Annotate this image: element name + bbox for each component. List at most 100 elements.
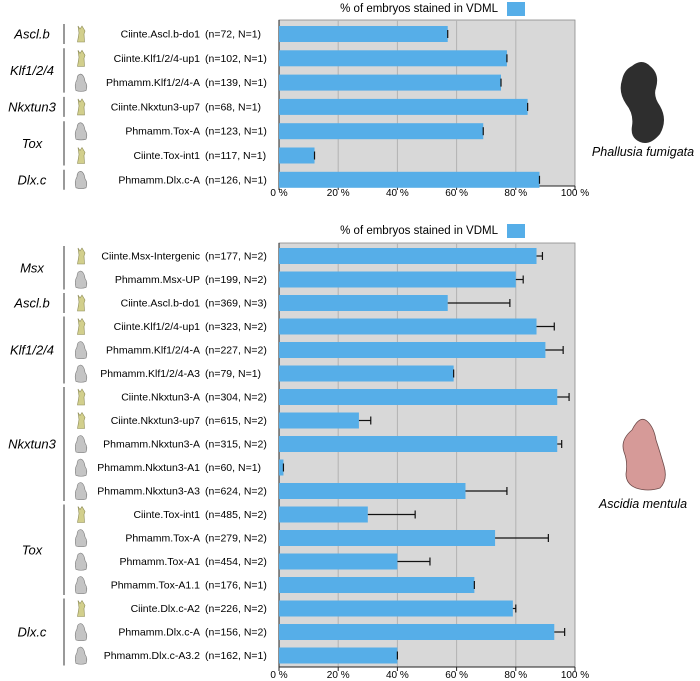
bar — [279, 342, 546, 358]
sample-size-label: (n=72, N=1) — [205, 29, 261, 41]
phallusia-embryo-icon — [74, 646, 88, 665]
phallusia-embryo-icon — [74, 435, 88, 454]
bar — [279, 459, 284, 476]
bar — [279, 365, 454, 382]
bar — [279, 483, 466, 499]
ciona-embryo-icon — [77, 247, 86, 265]
species-label: Phallusia fumigata — [592, 145, 694, 159]
bar — [279, 647, 398, 664]
sample-size-label: (n=485, N=2) — [205, 509, 267, 521]
sample-size-label: (n=126, N=1) — [205, 174, 267, 186]
x-tick-label: 40 % — [386, 670, 409, 681]
legend-swatch — [507, 2, 525, 16]
ciona-embryo-icon — [77, 294, 86, 312]
x-tick-label: 20 % — [327, 670, 350, 681]
legend-label: % of embryos stained in VDML — [340, 3, 498, 15]
x-tick-label: 80 % — [504, 670, 527, 681]
construct-label: Phmamm.Dlx.c-A — [118, 627, 200, 639]
chart-2: 0 % 20 % 40 % 60 % 80 % 100 % % of embryos sta… — [8, 224, 687, 681]
legend-swatch — [507, 224, 525, 238]
x-tick-label: 60 % — [445, 188, 468, 199]
bar — [279, 436, 558, 452]
bar — [279, 295, 448, 311]
gene-label: Ascl.b — [13, 27, 49, 42]
phallusia-embryo-icon — [74, 529, 88, 548]
construct-label: Ciinte.Nkxtun3-up7 — [111, 415, 200, 427]
x-tick-label: 100 % — [561, 670, 589, 681]
bar — [279, 577, 475, 593]
ascidia-silhouette-icon — [622, 418, 666, 491]
chart-1: 0 % 20 % 40 % 60 % 80 % 100 % % of embryos sta… — [8, 2, 694, 199]
gene-label: Tox — [22, 542, 43, 557]
phallusia-embryo-icon — [74, 482, 88, 501]
ciona-embryo-icon — [77, 317, 86, 335]
sample-size-label: (n=315, N=2) — [205, 439, 267, 451]
bar — [279, 553, 398, 570]
sample-size-label: (n=369, N=3) — [205, 298, 267, 310]
construct-label: Phmamm.Klf1/2/4-A3 — [100, 368, 200, 380]
legend-label: % of embryos stained in VDML — [340, 225, 498, 237]
bar — [279, 271, 516, 288]
construct-label: Phmamm.Tox-A — [125, 533, 200, 545]
x-tick-label: 40 % — [386, 188, 409, 199]
bar — [279, 98, 528, 115]
sample-size-label: (n=156, N=2) — [205, 627, 267, 639]
ciona-embryo-icon — [77, 388, 86, 406]
gene-label: Klf1/2/4 — [10, 343, 54, 358]
sample-size-label: (n=117, N=1) — [205, 150, 266, 162]
bar — [279, 50, 507, 67]
phallusia-embryo-icon — [74, 552, 88, 571]
construct-label: Phmamm.Klf1/2/4-A — [106, 345, 200, 357]
sample-size-label: (n=139, N=1) — [205, 77, 267, 89]
bar — [279, 506, 368, 523]
construct-label: Ciinte.Klf1/2/4-up1 — [114, 53, 201, 65]
ciona-embryo-icon — [77, 25, 86, 43]
sample-size-label: (n=123, N=1) — [205, 126, 267, 138]
bar — [279, 147, 315, 164]
bar — [279, 530, 496, 546]
construct-label: Phmamm.Dlx.c-A — [118, 174, 200, 186]
gene-label: Msx — [20, 260, 44, 275]
bar — [279, 412, 359, 429]
phallusia-embryo-icon — [74, 623, 88, 642]
construct-label: Phmamm.Nkxtun3-A — [103, 439, 200, 451]
sample-size-label: (n=60, N=1) — [205, 462, 261, 474]
sample-size-label: (n=226, N=2) — [205, 603, 267, 615]
construct-label: Ciinte.Nkxtun3-up7 — [111, 101, 200, 113]
ciona-embryo-icon — [77, 599, 86, 617]
gene-label: Ascl.b — [13, 296, 49, 311]
gene-label: Dlx.c — [18, 172, 47, 187]
bar — [279, 248, 537, 264]
sample-size-label: (n=304, N=2) — [205, 392, 267, 404]
sample-size-label: (n=615, N=2) — [205, 415, 267, 427]
x-tick-label: 0 % — [270, 670, 287, 681]
x-tick-label: 100 % — [561, 188, 589, 199]
phallusia-silhouette-icon — [620, 62, 664, 143]
bar — [279, 600, 513, 617]
construct-label: Ciinte.Klf1/2/4-up1 — [114, 321, 201, 333]
phallusia-embryo-icon — [74, 170, 88, 189]
sample-size-label: (n=177, N=2) — [205, 251, 267, 263]
gene-label: Klf1/2/4 — [10, 63, 54, 78]
x-tick-label: 80 % — [504, 188, 527, 199]
construct-label: Ciinte.Ascl.b-do1 — [121, 29, 201, 41]
ciona-embryo-icon — [77, 98, 86, 116]
sample-size-label: (n=323, N=2) — [205, 321, 267, 333]
species-label: Ascidia mentula — [598, 497, 687, 511]
construct-label: Ciinte.Tox-int1 — [133, 150, 200, 162]
gene-label: Nkxtun3 — [8, 99, 56, 114]
gene-label: Tox — [22, 136, 43, 151]
construct-label: Phmamm.Nkxtun3-A1 — [97, 462, 200, 474]
phallusia-embryo-icon — [74, 458, 88, 477]
sample-size-label: (n=454, N=2) — [205, 556, 267, 568]
ciona-embryo-icon — [77, 505, 86, 523]
construct-label: Phmamm.Tox-A1 — [119, 556, 200, 568]
bar — [279, 171, 540, 188]
phallusia-embryo-icon — [74, 270, 88, 289]
phallusia-embryo-icon — [74, 364, 88, 383]
construct-label: Phmamm.Tox-A — [125, 126, 200, 138]
construct-label: Ciinte.Msx-Intergenic — [101, 251, 200, 263]
sample-size-label: (n=199, N=2) — [205, 274, 267, 286]
sample-size-label: (n=68, N=1) — [205, 101, 261, 113]
